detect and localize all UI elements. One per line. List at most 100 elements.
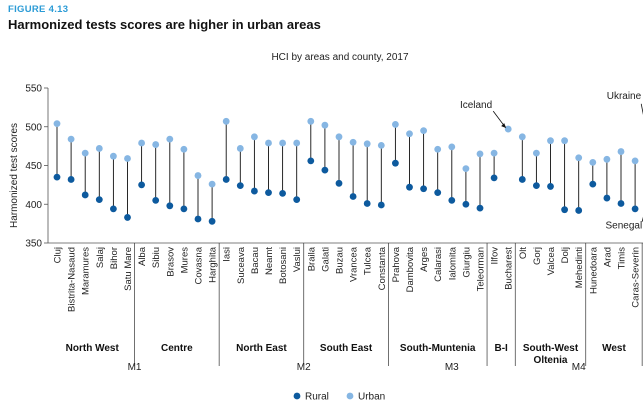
y-tick-label: 450 <box>25 161 42 172</box>
rural-dot <box>448 196 456 204</box>
urban-dot <box>392 121 399 128</box>
category-label: Caras-Severin <box>631 247 642 308</box>
region-label: South East <box>320 343 373 354</box>
category-label: Teleorman <box>476 247 487 291</box>
rural-dot <box>561 206 568 214</box>
figure-label: FIGURE 4.13 <box>8 4 69 15</box>
category-label: Arges <box>419 247 430 272</box>
rural-dot <box>180 205 188 213</box>
urban-dot <box>504 125 512 133</box>
chart-title: Harmonized tests scores are higher in ur… <box>8 17 321 32</box>
rural-dot <box>194 215 202 223</box>
legend-rural-label: Rural <box>305 392 329 403</box>
urban-dot <box>631 157 639 165</box>
urban-dot <box>363 140 371 148</box>
urban-dot <box>53 120 61 128</box>
region-label: B-I <box>494 343 508 354</box>
category-label: Iasi <box>222 247 233 262</box>
rural-dot <box>236 182 244 190</box>
urban-dot <box>490 149 498 157</box>
category-label: Calarasi <box>433 247 444 282</box>
region-label: North West <box>66 343 120 354</box>
annotation-senegal: Senegal <box>605 221 642 232</box>
category-label: Alba <box>137 246 148 266</box>
y-tick-label: 550 <box>25 84 42 95</box>
rural-dot <box>81 191 89 199</box>
category-label: Hunedoara <box>588 246 599 294</box>
annotation-ukraine: Ukraine <box>607 91 642 102</box>
category-label: Botosani <box>278 247 289 284</box>
rural-dot <box>575 207 583 214</box>
region-label: Centre <box>161 343 193 354</box>
category-label: Prahova <box>391 246 402 282</box>
rural-dot <box>265 189 272 197</box>
rural-dot <box>110 205 117 213</box>
category-label: Bacau <box>250 247 261 274</box>
urban-dot <box>448 143 456 151</box>
urban-dot <box>307 117 315 125</box>
marks <box>53 117 639 225</box>
arrow-head-icon <box>501 123 507 129</box>
urban-dot <box>406 130 413 138</box>
category-label: Gorj <box>532 247 543 265</box>
rural-dot <box>476 204 484 212</box>
legend-rural-marker <box>293 392 301 400</box>
category-label: Vrancea <box>349 246 360 282</box>
rural-dot <box>603 194 611 202</box>
category-label: Salaj <box>95 247 106 268</box>
rural-dot <box>251 187 258 195</box>
urban-dot <box>251 133 258 141</box>
urban-dot <box>138 139 146 147</box>
rural-dot <box>166 202 174 210</box>
category-label: Giurgiu <box>461 247 472 278</box>
category-label: Maramures <box>81 247 92 295</box>
urban-dot <box>180 145 188 153</box>
category-label: Brasov <box>165 247 176 277</box>
category-label: Braila <box>306 246 317 271</box>
rural-dot <box>392 159 399 167</box>
rural-dot <box>95 196 103 204</box>
urban-dot <box>547 137 554 145</box>
rural-dot <box>420 185 427 193</box>
annotation-iceland: Iceland <box>460 100 492 111</box>
category-label: Galati <box>320 247 331 272</box>
rural-dot <box>293 196 301 204</box>
category-label: Vaslui <box>292 247 303 272</box>
urban-dot <box>208 180 216 188</box>
region-label: North East <box>236 343 287 354</box>
urban-dot <box>575 154 583 162</box>
urban-dot <box>561 137 568 145</box>
category-label: Neamt <box>264 247 275 275</box>
category-label: Bistrita-Nasaud <box>67 247 78 312</box>
rural-dot <box>53 173 61 181</box>
urban-dot <box>321 121 329 129</box>
region-label: South-West Oltenia <box>523 343 579 366</box>
urban-dot <box>152 141 160 148</box>
urban-dot <box>293 139 301 147</box>
legend-urban-marker <box>346 392 354 400</box>
chart-subtitle: HCI by areas and county, 2017 <box>271 52 409 63</box>
urban-dot <box>617 148 625 155</box>
rural-dot <box>208 217 216 225</box>
category-label: Valcea <box>546 246 557 275</box>
category-label: Covasna <box>194 246 205 284</box>
category-label: Satu Mare <box>123 247 134 291</box>
category-label: Dolj <box>560 247 571 263</box>
urban-dot <box>67 135 75 143</box>
y-axis-label: Harmonized test scores <box>9 123 20 228</box>
urban-dot <box>518 133 526 141</box>
rural-dot <box>617 200 625 207</box>
category-label: Mehedinti <box>574 247 585 288</box>
urban-dot <box>81 149 89 157</box>
rural-dot <box>547 183 554 190</box>
urban-dot <box>95 145 103 152</box>
category-label: Sibiu <box>151 247 162 268</box>
rural-dot <box>462 200 470 208</box>
rural-dot <box>533 182 540 190</box>
category-label: Bihor <box>109 247 120 269</box>
category-label: Mures <box>179 247 190 274</box>
category-label: Tulcea <box>363 246 374 275</box>
urban-dot <box>335 133 343 141</box>
y-tick-label: 500 <box>25 122 42 133</box>
annotation-arrow <box>640 103 643 115</box>
